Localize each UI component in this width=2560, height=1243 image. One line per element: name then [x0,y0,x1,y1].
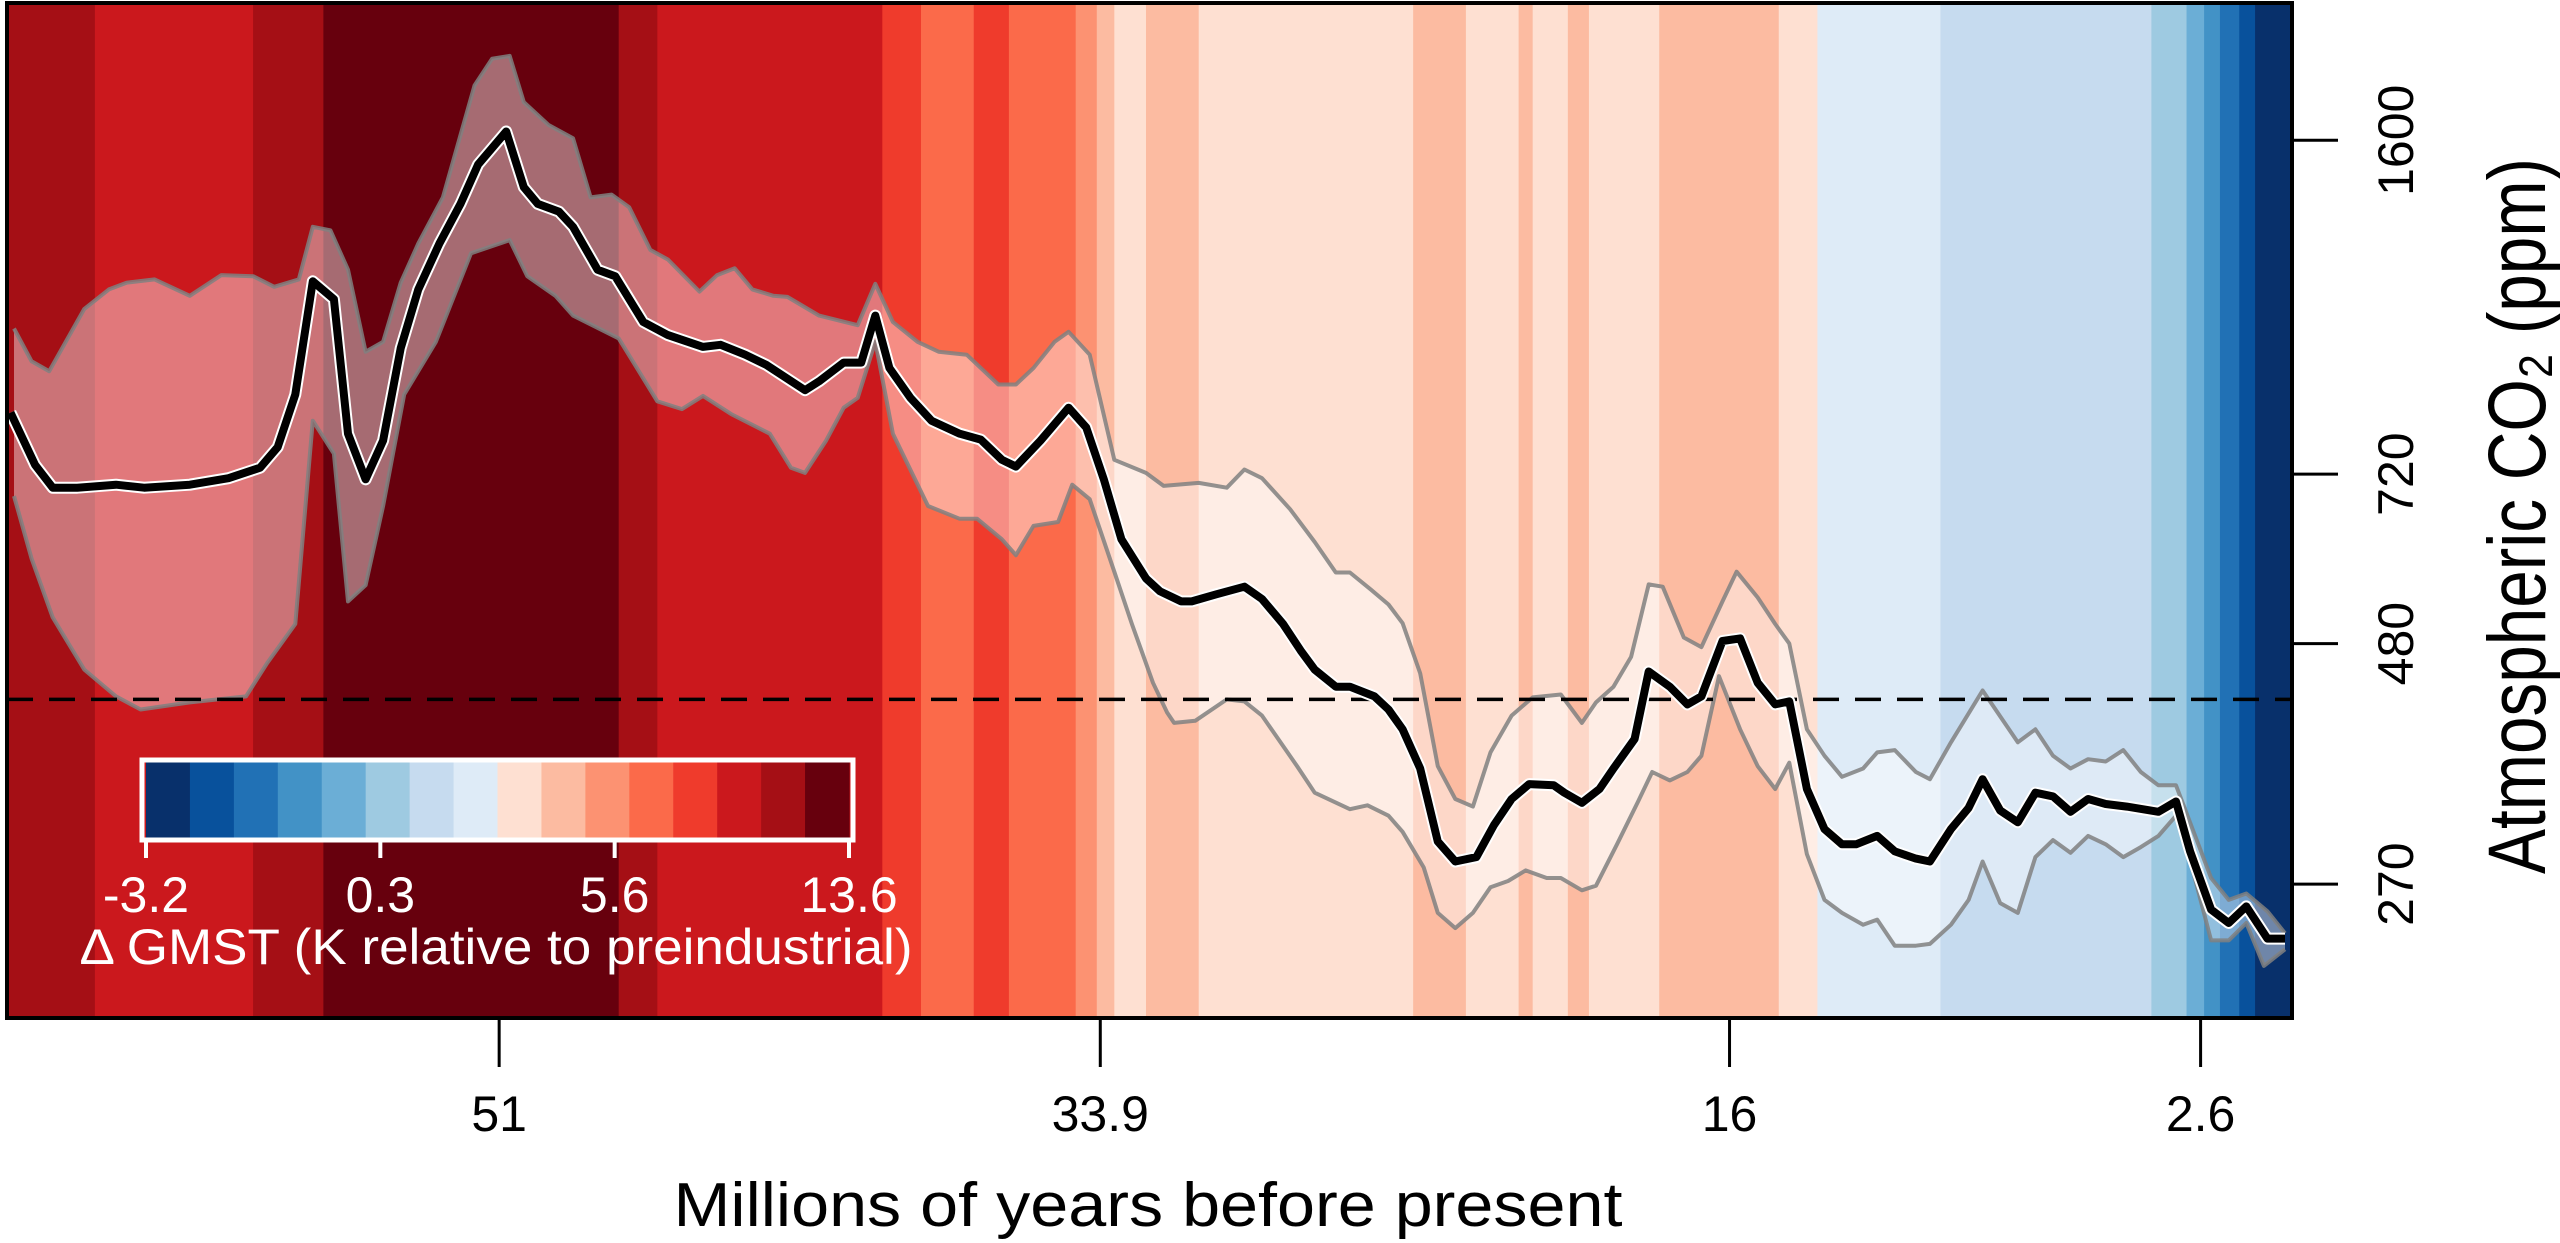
temperature-stripe [921,3,975,1018]
colorbar-cell [146,762,191,838]
x-axis-tick-label: 51 [471,1086,527,1142]
colorbar-cell [673,762,718,838]
colorbar-cell [365,762,411,838]
uncertainty-band [12,53,2287,968]
colorbar-frame [139,757,856,843]
upper-bound-line [12,53,2287,935]
colorbar-cell [453,762,499,838]
colorbar-tick-label: 5.6 [580,867,650,923]
temperature-stripe [2255,3,2293,1018]
x-axis-tick-label: 2.6 [2166,1086,2236,1142]
colorbar-cell [189,762,235,838]
temperature-stripe [882,3,922,1018]
y-axis-tick-label: 720 [2368,432,2424,515]
colorbar-cell [321,762,367,838]
temperature-stripe [7,3,96,1018]
temperature-stripe [1567,3,1590,1018]
y-axis-tick-label: 1600 [2368,85,2424,196]
colorbar-cell [717,762,762,838]
temperature-stripe [1817,3,1942,1018]
temperature-stripe [657,3,883,1018]
temperature-stripe [1588,3,1660,1018]
y-axis-tick-label: 270 [2368,842,2424,925]
colorbar-cell [277,762,323,838]
y-axis-tick-label: 480 [2368,602,2424,685]
temperature-stripe [1145,3,1200,1018]
colorbar-cell [805,762,850,838]
x-axis-tick-label: 16 [1702,1086,1758,1142]
x-axis-label: Millions of years before present [674,1171,1623,1240]
temperature-stripe [2219,3,2240,1018]
colorbar-cell [541,762,586,838]
temperature-stripe [2239,3,2256,1018]
colorbar-cell [233,762,279,838]
colorbar-title: Δ GMST (K relative to preindustrial) [80,919,913,975]
colorbar-tick-label: -3.2 [103,867,189,923]
temperature-stripe [1075,3,1098,1018]
colorbar-tick-label: 0.3 [346,867,416,923]
colorbar-cell [761,762,806,838]
axes: 51 33.9 16 2.6 Millions of years before pres… [5,1,2560,1240]
temperature-stripe [618,3,658,1018]
temperature-stripe [253,3,324,1018]
lower-bound-line [12,238,2287,968]
central-line-group [5,125,2285,945]
temperature-stripe [1114,3,1147,1018]
colorbar: -3.2 0.3 5.6 13.6Δ GMST (K relative to prei… [80,757,913,975]
temperature-stripe [1096,3,1115,1018]
temperature-stripe [973,3,1010,1018]
temperature-stripe [1659,3,1780,1018]
colorbar-tick-label: 13.6 [800,867,897,923]
colorbar-cell [585,762,630,838]
temperature-stripe [2204,3,2221,1018]
colorbar-cell [409,762,455,838]
temperature-stripe [94,3,254,1018]
uncertainty-band-fill [14,55,2285,966]
temperature-stripe [1518,3,1534,1018]
temperature-stripe [1198,3,1414,1018]
colorbar-cell [497,762,543,838]
temperature-stripe [2151,3,2188,1018]
temperature-stripe [1008,3,1077,1018]
temperature-stripe [2186,3,2205,1018]
central-line [6,127,2285,943]
x-axis-tick-label: 33.9 [1052,1086,1149,1142]
temperature-stripe [1778,3,1819,1018]
y-axis-label: Atmospheric CO₂ (ppm) [2472,158,2560,874]
colorbar-cell [629,762,674,838]
plot-frame [5,1,2294,1020]
temperature-stripe [1532,3,1569,1018]
